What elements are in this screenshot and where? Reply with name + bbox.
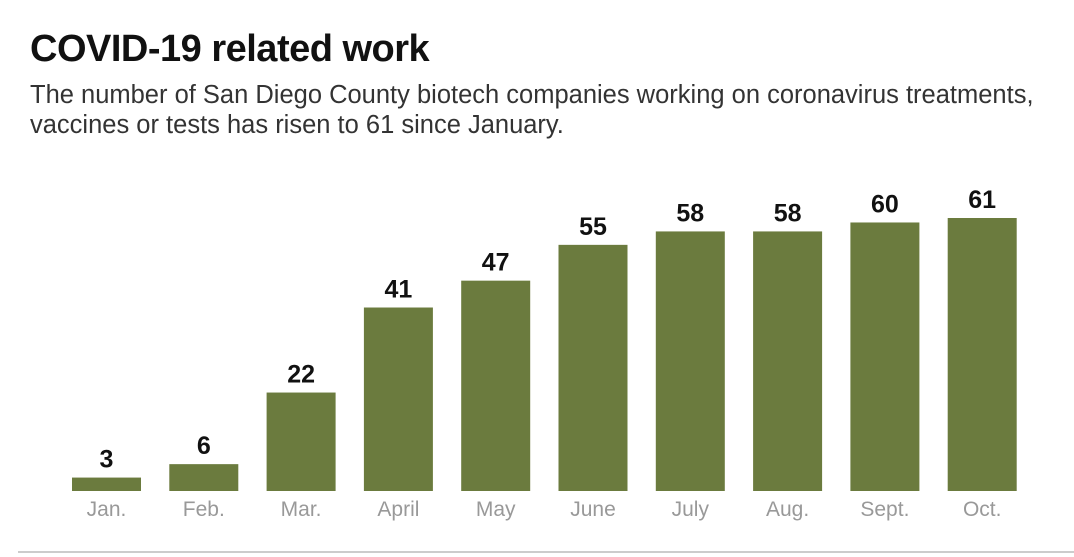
x-tick-label: July xyxy=(672,498,710,521)
data-label: 55 xyxy=(579,213,607,241)
x-tick-label: Aug. xyxy=(766,498,809,521)
x-tick-label: May xyxy=(476,498,516,521)
bottom-rule xyxy=(18,551,1074,553)
bar-july xyxy=(655,231,725,492)
data-label: 22 xyxy=(287,361,315,389)
bar-may xyxy=(461,280,531,491)
data-label: 41 xyxy=(384,276,412,304)
bar-mar xyxy=(266,392,336,491)
x-tick-label: June xyxy=(570,498,616,521)
chart-title: COVID-19 related work xyxy=(30,28,430,70)
chart-subtitle: The number of San Diego County biotech c… xyxy=(30,81,1034,139)
bar-jan xyxy=(72,477,141,491)
data-label: 3 xyxy=(100,446,114,474)
data-label: 58 xyxy=(676,199,704,227)
data-label: 47 xyxy=(482,249,510,277)
bar-aug xyxy=(753,231,823,492)
x-tick-label: Jan. xyxy=(87,498,127,521)
bar-sept xyxy=(850,222,920,491)
x-tick-label: Feb. xyxy=(183,498,225,521)
x-tick-label: Oct. xyxy=(963,498,1002,521)
bar-june xyxy=(558,244,628,491)
bar-feb xyxy=(169,464,239,491)
bar-oct xyxy=(947,218,1017,491)
data-label: 6 xyxy=(197,432,211,460)
data-label: 60 xyxy=(871,190,899,218)
x-tick-label: Sept. xyxy=(860,498,909,521)
bar-april xyxy=(363,307,433,491)
x-tick-label: Mar. xyxy=(281,498,322,521)
x-tick-label: April xyxy=(377,498,419,521)
data-label: 58 xyxy=(774,199,802,227)
data-label: 61 xyxy=(968,186,996,214)
